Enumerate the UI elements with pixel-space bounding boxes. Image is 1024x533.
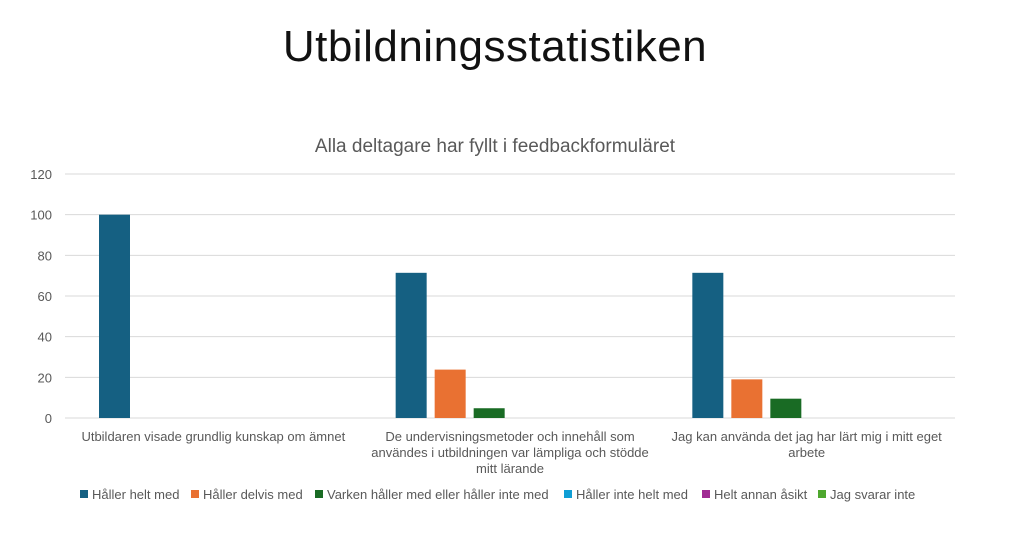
chart-title: Alla deltagare har fyllt i feedbackformu…	[315, 136, 676, 157]
legend-swatch	[315, 490, 323, 498]
bar-2-2	[434, 369, 466, 418]
bar-1-1	[99, 214, 130, 418]
legend-label: Håller helt med	[92, 487, 179, 502]
x-category-label: mitt lärande	[476, 461, 544, 476]
legend-swatch	[80, 490, 88, 498]
legend-swatch	[818, 490, 826, 498]
gridlines	[65, 173, 955, 419]
legend-swatch	[191, 490, 199, 498]
legend-label: Varken håller med eller håller inte med	[327, 487, 549, 502]
bar-1-2	[395, 272, 427, 418]
y-tick-label: 100	[30, 208, 52, 223]
y-tick-label: 0	[45, 411, 52, 426]
x-category-label: arbete	[788, 445, 825, 460]
legend-label: Håller inte helt med	[576, 487, 688, 502]
legend-swatch	[702, 490, 710, 498]
legend: Håller helt med Håller delvis med Varken h…	[80, 487, 915, 502]
x-category-label: Utbildaren visade grundlig kunskap om äm…	[81, 429, 345, 444]
bars	[99, 214, 802, 418]
legend-label: Jag svarar inte	[830, 487, 915, 502]
bar-1-3	[692, 272, 724, 418]
slide-title: Utbildningsstatistiken	[282, 22, 708, 71]
legend-swatch	[564, 490, 572, 498]
x-category-label: Jag kan använda det jag har lärt mig i m…	[672, 429, 943, 444]
bar-3-3	[770, 398, 802, 418]
y-tick-label: 20	[38, 370, 52, 385]
y-tick-label: 60	[38, 289, 52, 304]
bar-2-3	[731, 379, 763, 418]
x-axis-labels: Utbildaren visade grundlig kunskap om äm…	[81, 429, 942, 476]
x-category-label: användes i utbildningen var lämpliga och…	[371, 445, 649, 460]
y-tick-label: 120	[30, 167, 52, 182]
legend-label: Håller delvis med	[203, 487, 303, 502]
y-tick-label: 80	[38, 248, 52, 263]
legend-label: Helt annan åsikt	[714, 487, 808, 502]
x-category-label: De undervisningsmetoder och innehåll som	[385, 429, 634, 444]
y-axis-ticks: 0 20 40 60 80 100 120	[30, 167, 52, 426]
bar-3-2	[473, 408, 505, 418]
y-tick-label: 40	[38, 330, 52, 345]
